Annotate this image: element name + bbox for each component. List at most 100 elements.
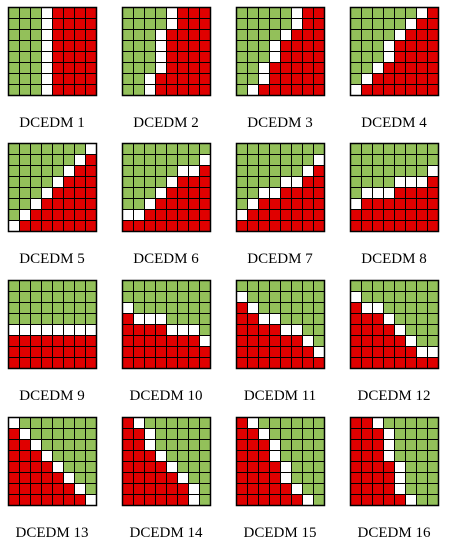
grid-cell: [372, 324, 384, 336]
grid-cell: [8, 450, 20, 462]
grid-cell: [313, 346, 325, 358]
grid-cell: [350, 324, 362, 336]
grid-cell: [258, 154, 270, 166]
grid-cell: [188, 62, 200, 74]
grid-cell: [313, 483, 325, 495]
grid-cell: [394, 154, 406, 166]
grid-cell: [394, 143, 406, 155]
grid-cell: [199, 18, 211, 30]
grid-cell: [394, 165, 406, 177]
grid-cell: [85, 29, 97, 41]
grid-cell: [313, 450, 325, 462]
grid-cell: [236, 84, 248, 96]
grid-cell: [199, 335, 211, 347]
grid-cell: [8, 73, 20, 85]
grid-cell: [177, 40, 189, 52]
grid-cell: [52, 62, 64, 74]
grid-cell: [19, 483, 31, 495]
grid-cell: [372, 7, 384, 19]
grid-cell: [8, 84, 20, 96]
grid-cell: [166, 18, 178, 30]
grid-cell: [177, 29, 189, 41]
grid-cell: [383, 29, 395, 41]
grid-cell: [361, 198, 373, 210]
grid-cell: [166, 428, 178, 440]
grid-cell: [361, 346, 373, 358]
grid-cell: [199, 472, 211, 484]
grid-cell: [383, 143, 395, 155]
grid-cell: [269, 7, 281, 19]
grid-cell: [19, 18, 31, 30]
grid-cell: [8, 143, 20, 155]
grid-cell: [416, 428, 428, 440]
grid-cell: [405, 439, 417, 451]
grid-cell: [427, 335, 439, 347]
grid-cell: [74, 450, 86, 462]
grid-cell: [280, 324, 292, 336]
grid-cell: [291, 291, 303, 303]
grid-cell: [405, 483, 417, 495]
grid-cell: [383, 472, 395, 484]
grid-cell: [383, 18, 395, 30]
grid-cell: [405, 494, 417, 506]
grid-cell: [302, 40, 314, 52]
grid-cell: [144, 7, 156, 19]
grid-cell: [166, 483, 178, 495]
grid-cell: [63, 324, 75, 336]
grid-cell: [313, 209, 325, 221]
grid-cell: [236, 357, 248, 369]
grid-cell: [41, 450, 53, 462]
grid-cell: [416, 198, 428, 210]
grid-cell: [8, 302, 20, 314]
grid-cell: [313, 335, 325, 347]
grid-cell: [63, 439, 75, 451]
panel: DCEDM 14: [121, 416, 212, 541]
grid-cell: [405, 302, 417, 314]
grid-cell: [63, 51, 75, 63]
grid-cell: [144, 220, 156, 232]
grid-cell: [74, 220, 86, 232]
grid-cell: [19, 220, 31, 232]
grid-cell: [41, 29, 53, 41]
grid-cell: [236, 209, 248, 221]
grid-cell: [52, 220, 64, 232]
grid-cell: [236, 73, 248, 85]
panel: DCEDM 10: [121, 279, 212, 404]
grid-cell: [166, 472, 178, 484]
grid-cell: [188, 291, 200, 303]
grid-cell: [19, 450, 31, 462]
grid-cell: [52, 335, 64, 347]
grid-cell: [122, 84, 134, 96]
grid-cell: [372, 176, 384, 188]
grid-cell: [247, 220, 259, 232]
grid-cell: [302, 324, 314, 336]
grid-cell: [394, 302, 406, 314]
grid-cell: [85, 209, 97, 221]
grid-cell: [361, 302, 373, 314]
grid-cell: [85, 357, 97, 369]
grid-cell: [177, 187, 189, 199]
grid-cell: [30, 472, 42, 484]
grid-cell: [133, 461, 145, 473]
grid-cell: [155, 165, 167, 177]
grid-cell: [313, 280, 325, 292]
grid-cell: [302, 313, 314, 325]
grid-cell: [280, 18, 292, 30]
grid-cell: [188, 209, 200, 221]
grid-cell: [166, 187, 178, 199]
grid-cell: [188, 313, 200, 325]
grid-cell: [280, 450, 292, 462]
grid-cell: [155, 143, 167, 155]
grid-cell: [361, 313, 373, 325]
grid-cell: [74, 302, 86, 314]
grid-cell: [427, 187, 439, 199]
grid-cell: [361, 280, 373, 292]
grid-cell: [74, 62, 86, 74]
grid-cell: [85, 494, 97, 506]
grid-cell: [427, 483, 439, 495]
grid-border: [349, 279, 440, 370]
grid-cell: [394, 313, 406, 325]
grid-cell: [372, 29, 384, 41]
grid-cell: [188, 73, 200, 85]
grid-cell: [394, 187, 406, 199]
